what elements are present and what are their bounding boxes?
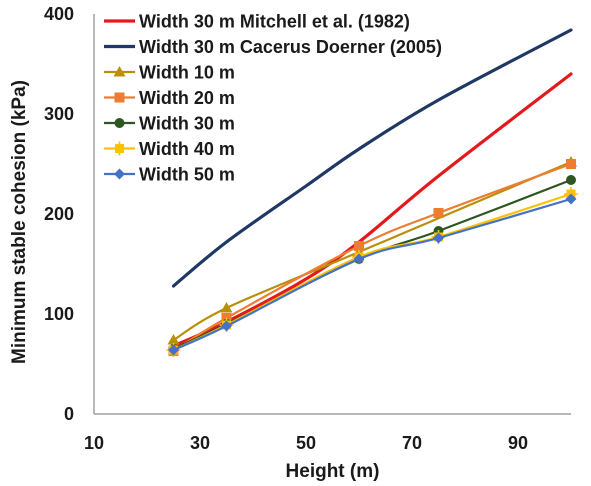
legend-item: Width 30 m Cacerus Doerner (2005) [104, 37, 442, 57]
data-point [168, 344, 179, 356]
y-tick-label: 0 [64, 404, 74, 424]
axes [93, 14, 571, 415]
series-line [171, 28, 573, 288]
data-point [353, 253, 365, 265]
data-point [433, 232, 444, 244]
data-point [220, 302, 233, 313]
data-point [167, 334, 180, 345]
series-2 [171, 28, 573, 288]
legend-marker [114, 118, 125, 128]
y-axis-title: Minimum stable cohesion (kPa) [9, 80, 30, 364]
legend-marker [112, 141, 127, 156]
x-tick-label: 30 [190, 433, 210, 453]
legend-marker [113, 66, 126, 77]
legend-item: Width 10 m [104, 63, 235, 83]
legend-item: Width 30 m Mitchell et al. (1982) [104, 12, 410, 32]
x-tick-label: 50 [296, 433, 316, 453]
legend-item: Width 20 m [104, 88, 235, 108]
legend-label: Width 30 m [139, 114, 235, 134]
legend: Width 30 m Mitchell et al. (1982) Width 3… [104, 12, 442, 185]
y-tick-label: 100 [44, 304, 74, 324]
series-line [172, 160, 573, 342]
legend-item: Width 50 m [104, 165, 235, 185]
legend-item: Width 40 m [104, 139, 235, 159]
legend-label: Width 50 m [139, 165, 235, 185]
x-tick-label: 10 [84, 433, 104, 453]
data-point [566, 175, 576, 185]
x-tick-label: 90 [508, 433, 528, 453]
legend-marker [114, 92, 125, 103]
legend-item: Width 30 m [104, 114, 235, 134]
legend-label: Width 20 m [139, 88, 235, 108]
data-point [354, 241, 364, 251]
y-tick-label: 300 [44, 104, 74, 124]
tick-labels: 10 30 50 70 90 0 100 200 300 400 [44, 4, 528, 453]
x-axis-title: Height (m) [286, 461, 380, 482]
data-point [221, 320, 232, 332]
data-point [433, 208, 444, 218]
legend-label: Width 10 m [139, 63, 235, 83]
legend-marker-cross [112, 141, 127, 156]
data-point [565, 193, 577, 205]
y-tick-label: 400 [44, 4, 74, 24]
legend-marker [114, 168, 125, 180]
data-point [566, 159, 576, 169]
y-tick-label: 200 [44, 204, 74, 224]
series-layer [166, 28, 578, 357]
x-tick-label: 70 [402, 433, 422, 453]
legend-label: Width 40 m [139, 139, 235, 159]
legend-label: Width 30 m Cacerus Doerner (2005) [139, 37, 442, 57]
series-7 [168, 193, 577, 356]
legend-label: Width 30 m Mitchell et al. (1982) [139, 12, 410, 32]
